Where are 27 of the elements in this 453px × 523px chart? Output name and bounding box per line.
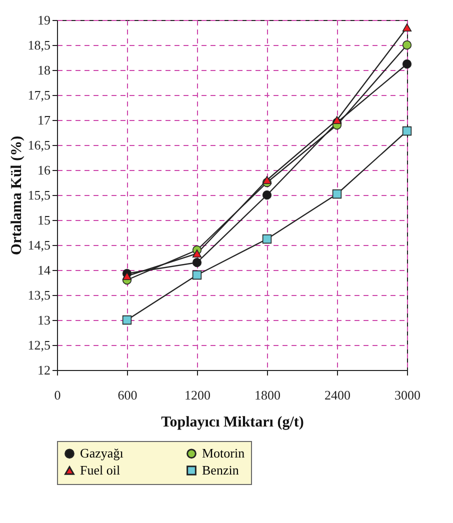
x-tick-label: 1800 <box>254 388 280 402</box>
x-tick-label: 1200 <box>184 388 210 402</box>
y-axis-title: Ortalama Kül (%) <box>8 136 25 256</box>
y-tick-label: 17 <box>38 112 51 128</box>
x-axis-title: Toplayıcı Miktarı (g/t) <box>161 414 304 430</box>
y-tick-label: 13 <box>38 312 50 328</box>
legend-label: Fuel oil <box>80 462 120 478</box>
y-tick-label: 16 <box>38 162 51 178</box>
y-tick-label: 14 <box>38 262 51 278</box>
x-tick-label: 2400 <box>324 388 350 402</box>
x-tick-label: 600 <box>118 388 138 402</box>
y-tick-label: 15 <box>38 212 50 228</box>
y-tick-label: 16,5 <box>28 138 50 152</box>
x-tick-label: 0 <box>54 388 61 402</box>
y-tick-label: 13,5 <box>28 288 50 302</box>
y-tick-label: 18 <box>38 62 50 78</box>
y-tick-label: 12 <box>38 362 50 378</box>
y-tick-label: 17,5 <box>28 88 50 102</box>
x-tick-label: 3000 <box>394 388 420 402</box>
legend-label: Benzin <box>202 462 240 478</box>
legend-label: Motorin <box>202 446 246 461</box>
y-tick-label: 18,5 <box>28 38 50 52</box>
y-tick-label: 15,5 <box>28 188 50 202</box>
y-tick-label: 19 <box>38 12 50 28</box>
legend-label: Gazyağı <box>80 446 124 461</box>
y-tick-label: 12,5 <box>28 338 50 352</box>
y-tick-label: 14,5 <box>28 238 50 252</box>
